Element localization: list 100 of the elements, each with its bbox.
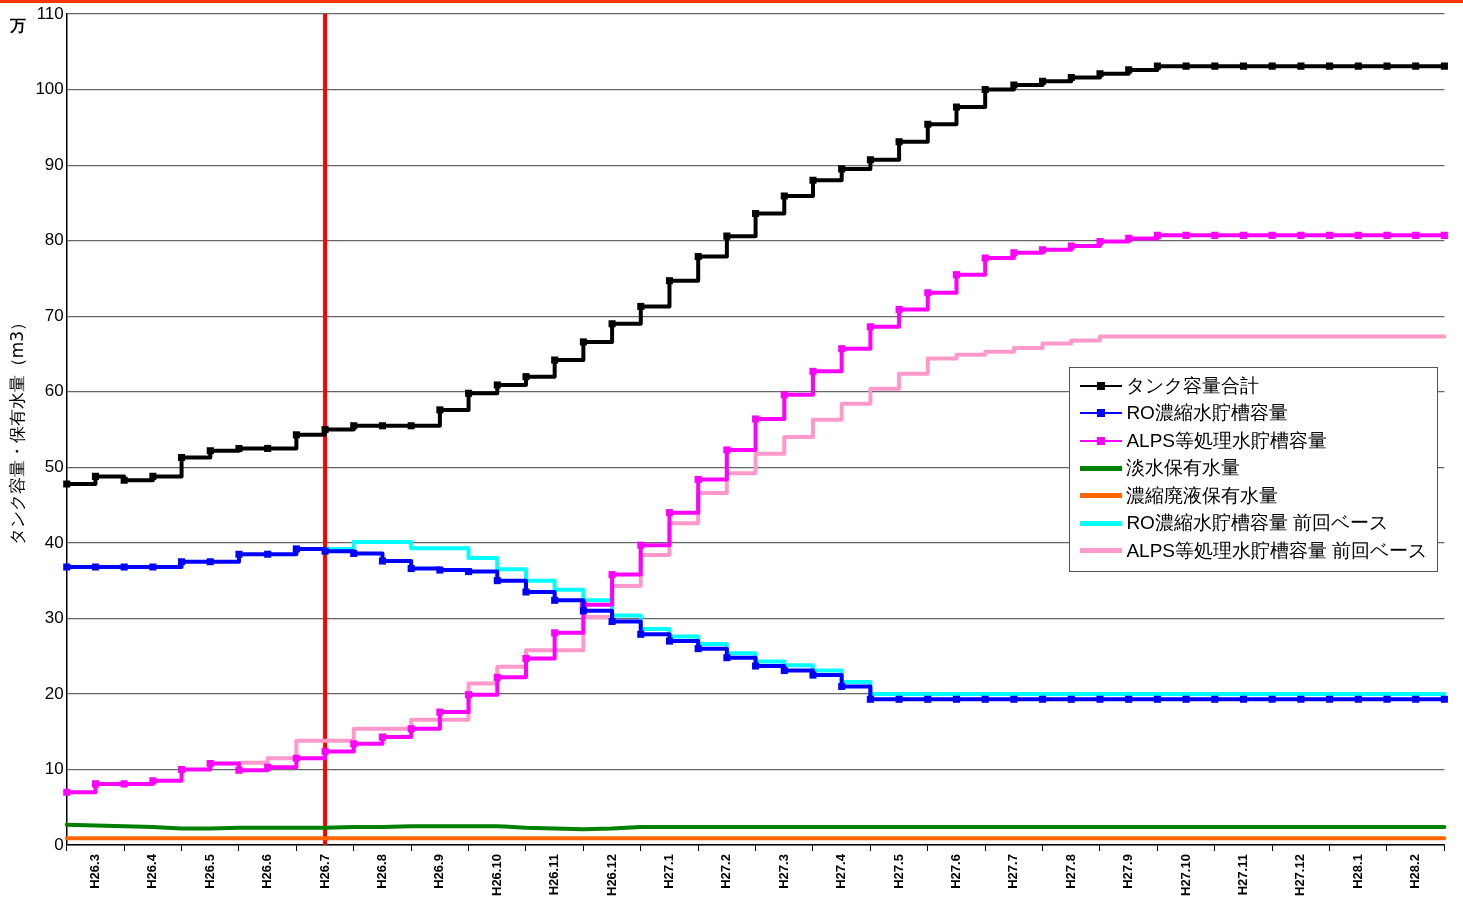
- point: [465, 568, 473, 576]
- legend-label: RO濃縮水貯槽容量 前回ベース: [1126, 511, 1389, 536]
- y-tick-label: 90: [44, 154, 64, 174]
- x-tick-label: H27.10: [1177, 854, 1193, 896]
- point: [551, 356, 559, 364]
- point: [120, 476, 128, 484]
- point: [579, 338, 587, 346]
- x-tick-label: H26.9: [431, 854, 447, 889]
- point: [608, 320, 616, 328]
- x-tick-label: H27.1: [661, 854, 677, 889]
- point: [665, 637, 674, 645]
- point: [981, 695, 989, 703]
- point: [1412, 695, 1420, 703]
- legend-label: ALPS等処理水貯槽容量 前回ベース: [1126, 538, 1428, 563]
- x-tick-label: H26.5: [201, 854, 217, 889]
- point: [1067, 73, 1075, 81]
- x-tick-label: H27.12: [1292, 854, 1308, 896]
- point: [1326, 695, 1334, 703]
- point: [350, 422, 358, 430]
- point: [206, 759, 214, 768]
- point: [235, 444, 243, 452]
- y-tick-label: 60: [44, 381, 64, 401]
- point: [91, 563, 99, 571]
- x-tick-label: H28.2: [1407, 854, 1423, 889]
- point: [981, 86, 989, 94]
- point: [1354, 62, 1362, 70]
- point: [206, 558, 214, 566]
- point: [1440, 231, 1448, 239]
- point: [780, 192, 788, 200]
- point: [1297, 62, 1305, 70]
- point: [1182, 231, 1190, 239]
- x-tick-label: H27.3: [775, 854, 791, 889]
- y-tick-label: 20: [44, 683, 64, 703]
- point: [292, 754, 300, 762]
- y-tick-label: 0: [54, 834, 64, 854]
- point: [91, 780, 99, 788]
- x-tick-label: H26.10: [488, 854, 504, 896]
- y-axis-title: タンク容量・保有水量（m3）: [6, 313, 27, 546]
- point: [809, 367, 817, 375]
- point: [1268, 695, 1276, 703]
- x-tick-label: H26.4: [144, 853, 160, 889]
- legend-label: 濃縮廃液保有水量: [1126, 483, 1279, 508]
- x-tick-label: H26.7: [316, 854, 332, 889]
- point: [407, 565, 415, 573]
- point: [1125, 234, 1133, 242]
- text: 万: [10, 16, 26, 36]
- point: [350, 740, 358, 748]
- point: [120, 780, 128, 788]
- point: [895, 138, 903, 146]
- x-tick-label: H26.11: [546, 854, 562, 896]
- point: [1412, 62, 1420, 70]
- point: [866, 323, 874, 331]
- point: [1039, 246, 1047, 254]
- point: [350, 549, 358, 557]
- x-tick-label: H27.8: [1062, 854, 1078, 889]
- point: [235, 766, 243, 774]
- point: [637, 541, 645, 549]
- point: [1067, 242, 1075, 250]
- y-tick-label: 70: [44, 305, 64, 325]
- x-tick-label: H27.7: [1005, 854, 1021, 889]
- point: [866, 695, 874, 703]
- point: [551, 596, 559, 604]
- x-tick-label: H27.9: [1120, 854, 1136, 889]
- x-tick-label: H28.1: [1349, 854, 1365, 889]
- point: [1440, 62, 1448, 70]
- point: [436, 566, 444, 574]
- point: [694, 475, 702, 483]
- point: [579, 607, 587, 615]
- point: [752, 415, 760, 423]
- legend-label: RO濃縮水貯槽容量: [1126, 401, 1288, 426]
- point: [1239, 231, 1248, 239]
- point: [493, 673, 501, 681]
- point: [63, 563, 71, 571]
- point: [522, 373, 530, 381]
- legend-label: タンク容量合計: [1126, 373, 1260, 398]
- y-tick-label: 30: [44, 608, 64, 628]
- point: [1125, 66, 1133, 74]
- point: [952, 695, 961, 703]
- point: [1211, 231, 1219, 239]
- point: [1354, 231, 1362, 239]
- point: [1383, 695, 1391, 703]
- x-tick-label: H26.12: [603, 854, 619, 896]
- point: [952, 103, 961, 111]
- point: [1239, 695, 1248, 703]
- point: [1354, 695, 1362, 703]
- point: [895, 305, 903, 313]
- point: [178, 558, 186, 566]
- x-tick-label: H27.11: [1235, 854, 1251, 896]
- point: [264, 550, 272, 558]
- point: [1182, 695, 1190, 703]
- point: [694, 645, 702, 653]
- y-tick-label: 100: [35, 79, 64, 99]
- point: [378, 422, 387, 430]
- point: [1211, 695, 1219, 703]
- x-tick-label: H27.4: [833, 853, 849, 889]
- point: [1412, 231, 1420, 239]
- point: [321, 747, 329, 755]
- point: [895, 695, 903, 703]
- point: [292, 545, 300, 553]
- point: [1067, 695, 1075, 703]
